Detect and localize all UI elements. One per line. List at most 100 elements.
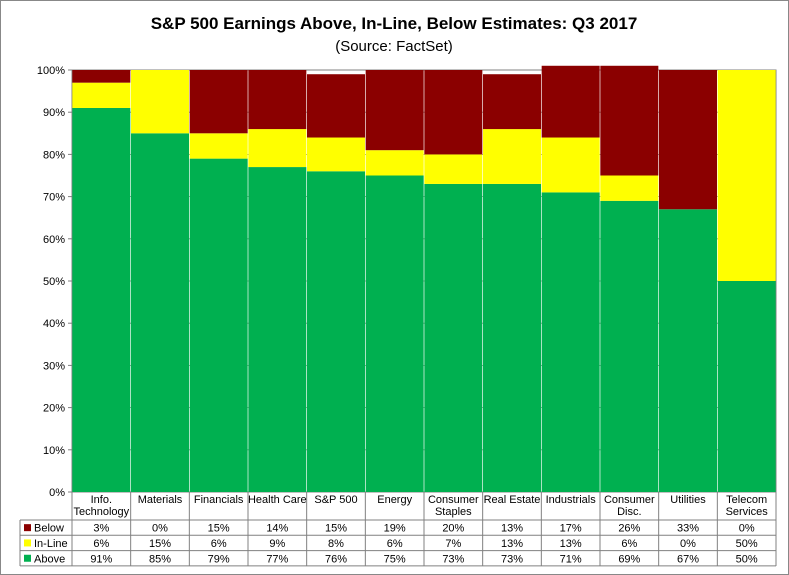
bar-in-line bbox=[600, 175, 659, 201]
bar-below bbox=[72, 70, 131, 83]
bar-above bbox=[72, 107, 131, 492]
bar-above bbox=[131, 133, 189, 493]
y-tick-label: 0% bbox=[49, 487, 65, 499]
data-table: Info.Technology Materials Financials Health… bbox=[19, 492, 777, 567]
bar-in-line bbox=[424, 154, 483, 184]
y-tick-label: 90% bbox=[43, 107, 65, 119]
table-value: 13% bbox=[560, 538, 582, 550]
category-label: Utilities bbox=[670, 494, 706, 506]
bar-above bbox=[365, 175, 424, 492]
table-value: 79% bbox=[208, 553, 230, 565]
table-value: 69% bbox=[618, 553, 640, 565]
table-value: 7% bbox=[445, 538, 461, 550]
table-value: 6% bbox=[387, 538, 403, 550]
bar-below bbox=[248, 70, 307, 130]
bar-below bbox=[541, 65, 600, 138]
table-value: 85% bbox=[149, 553, 171, 565]
bar-above bbox=[717, 281, 776, 492]
table-value: 15% bbox=[149, 538, 171, 550]
table-value: 17% bbox=[560, 523, 582, 535]
bar-below bbox=[483, 74, 541, 130]
category-label: Info. bbox=[91, 494, 112, 506]
table-value: 76% bbox=[325, 553, 347, 565]
bar-below bbox=[600, 65, 659, 176]
plot-area: 0% 10% 20% 30% 40% 50% 60% 70% 80% 90% 100% bbox=[37, 65, 777, 499]
table-value: 67% bbox=[677, 553, 699, 565]
bar-above bbox=[541, 192, 600, 492]
legend-label: Above bbox=[34, 553, 65, 565]
legend-swatch-above bbox=[24, 554, 31, 562]
legend-label: In-Line bbox=[34, 538, 68, 550]
category-label: S&P 500 bbox=[314, 494, 357, 506]
bar-in-line bbox=[307, 137, 365, 172]
bar-above bbox=[659, 209, 717, 492]
bar-in-line bbox=[365, 150, 424, 176]
y-tick-label: 100% bbox=[37, 65, 65, 77]
table-value: 71% bbox=[560, 553, 582, 565]
table-value: 50% bbox=[736, 553, 758, 565]
table-value: 73% bbox=[442, 553, 464, 565]
category-label: Industrials bbox=[546, 494, 597, 506]
bar-in-line bbox=[72, 82, 131, 108]
table-value: 6% bbox=[621, 538, 637, 550]
bar-above bbox=[307, 171, 365, 492]
legend-label: Below bbox=[34, 523, 64, 535]
bar-below bbox=[307, 74, 365, 138]
legend-swatch-below bbox=[24, 524, 31, 532]
table-value: 14% bbox=[266, 523, 288, 535]
bar-above bbox=[483, 183, 541, 492]
chart-title: S&P 500 Earnings Above, In-Line, Below E… bbox=[151, 14, 638, 33]
category-label: Staples bbox=[435, 506, 472, 518]
table-value: 6% bbox=[93, 538, 109, 550]
table-value: 8% bbox=[328, 538, 344, 550]
table-value: 0% bbox=[739, 523, 755, 535]
bar-above bbox=[248, 167, 307, 492]
bar-in-line bbox=[483, 129, 541, 184]
category-label: Materials bbox=[138, 494, 183, 506]
y-tick-label: 80% bbox=[43, 149, 65, 161]
bar-in-line bbox=[541, 137, 600, 193]
table-value: 75% bbox=[384, 553, 406, 565]
y-tick-label: 50% bbox=[43, 276, 65, 288]
table-value: 0% bbox=[680, 538, 696, 550]
bar-in-line bbox=[717, 70, 776, 281]
category-label: Services bbox=[726, 506, 769, 518]
y-tick-label: 70% bbox=[43, 192, 65, 204]
table-value: 3% bbox=[93, 523, 109, 535]
category-label: Technology bbox=[74, 506, 130, 518]
category-label: Energy bbox=[377, 494, 412, 506]
bar-below bbox=[424, 70, 483, 155]
bar-below bbox=[365, 70, 424, 151]
bar-in-line bbox=[131, 70, 189, 134]
y-tick-label: 20% bbox=[43, 403, 65, 415]
table-value: 6% bbox=[211, 538, 227, 550]
bar-above bbox=[424, 183, 483, 492]
table-value: 19% bbox=[384, 523, 406, 535]
category-label: Telecom bbox=[726, 494, 767, 506]
table-value: 20% bbox=[442, 523, 464, 535]
category-label: Consumer bbox=[604, 494, 655, 506]
bar-below bbox=[189, 70, 248, 134]
bar-below bbox=[659, 70, 717, 210]
table-value: 91% bbox=[90, 553, 112, 565]
table-value: 13% bbox=[501, 523, 523, 535]
table-value: 73% bbox=[501, 553, 523, 565]
table-value: 77% bbox=[266, 553, 288, 565]
category-label: Real Estate bbox=[484, 494, 541, 506]
table-value: 50% bbox=[736, 538, 758, 550]
y-tick-label: 40% bbox=[43, 318, 65, 330]
table-value: 33% bbox=[677, 523, 699, 535]
table-value: 13% bbox=[501, 538, 523, 550]
bar-above bbox=[189, 158, 248, 492]
category-label: Health Care bbox=[248, 494, 307, 506]
bar-in-line bbox=[189, 133, 248, 159]
table-value: 9% bbox=[269, 538, 285, 550]
category-label: Financials bbox=[194, 494, 244, 506]
y-tick-label: 10% bbox=[43, 445, 65, 457]
table-value: 26% bbox=[618, 523, 640, 535]
chart-subtitle: (Source: FactSet) bbox=[335, 38, 453, 55]
table-value: 15% bbox=[208, 523, 230, 535]
category-label: Disc. bbox=[617, 506, 641, 518]
